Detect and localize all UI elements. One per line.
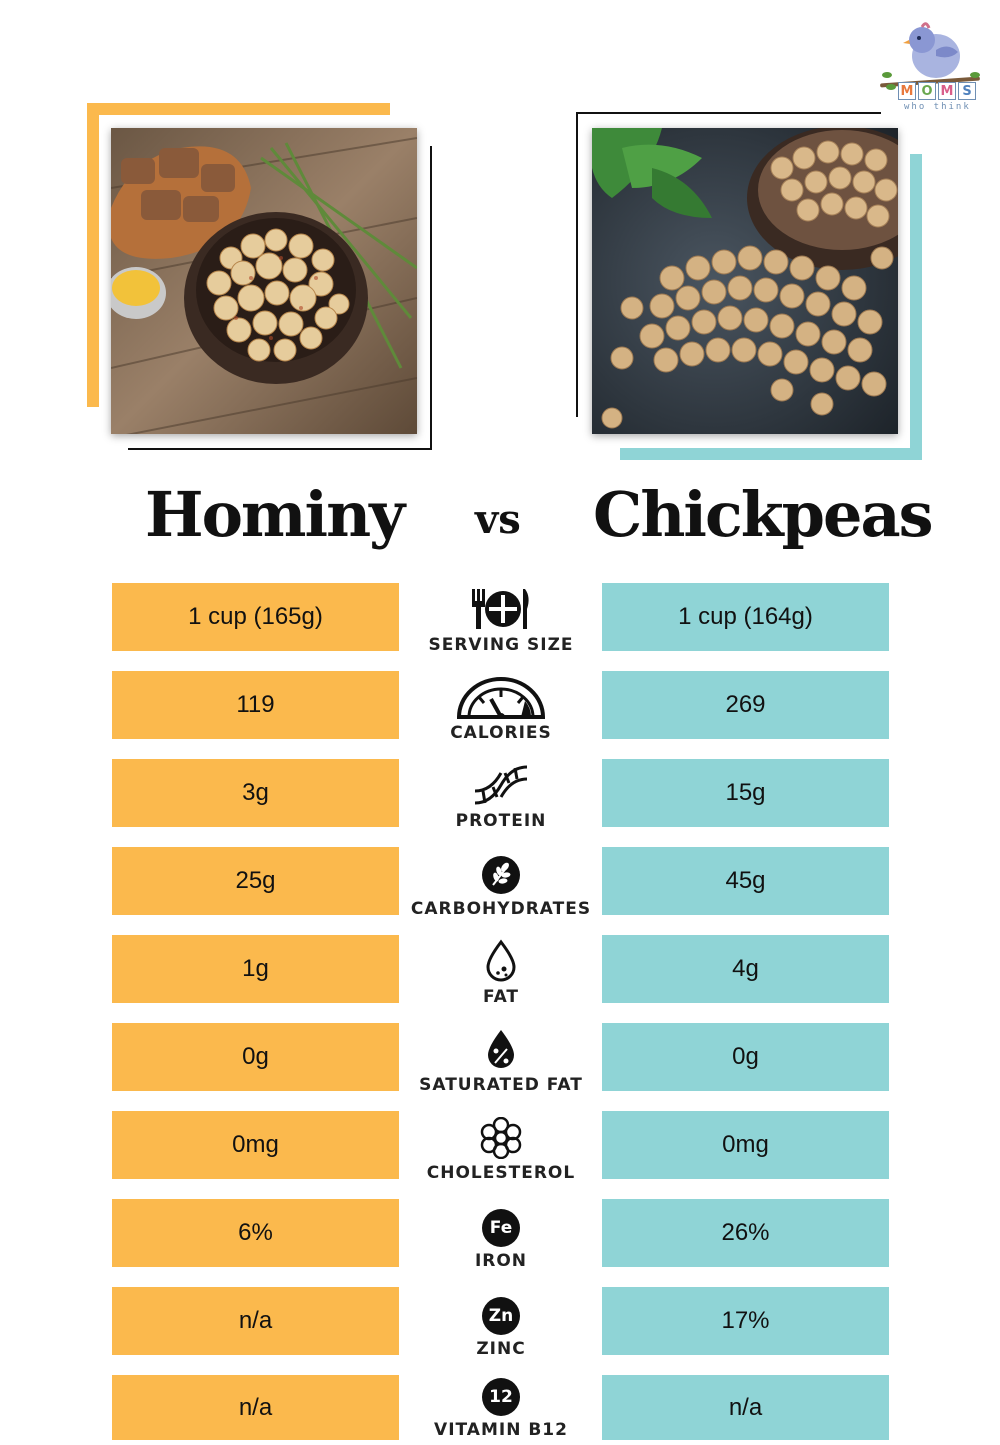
moms-who-think-logo[interactable]: M O M S who think (879, 22, 984, 114)
chickpeas-value: 4g (602, 935, 889, 1003)
chickpeas-value: 45g (602, 847, 889, 915)
nutrient-label-text: CARBOHYDRATES (410, 899, 592, 919)
nutrient-label: SATURATED FAT (400, 1023, 602, 1111)
nutrition-row-iron: 6% Fe IRON 26% (0, 1199, 1000, 1271)
hominy-value: 25g (112, 847, 399, 915)
hominy-value: 1g (112, 935, 399, 1003)
chickpeas-value: n/a (602, 1375, 889, 1440)
nutrient-label-text: SATURATED FAT (419, 1075, 583, 1095)
nutrient-label: Fe IRON (400, 1199, 602, 1287)
nutrient-label: PROTEIN (400, 759, 602, 847)
chickpeas-photo (592, 128, 898, 434)
logo-block: M (938, 82, 956, 100)
nutrition-row-protein: 3g PROTEIN 15g (0, 759, 1000, 831)
hominy-frame-outline (128, 146, 432, 450)
chickpeas-frame-outline (576, 112, 881, 417)
nutrient-label: FAT (400, 935, 602, 1023)
hominy-value: n/a (112, 1375, 399, 1440)
nutrition-row-calories: 119 CALORIES 269 (0, 671, 1000, 743)
zn-badge-icon: Zn (482, 1297, 520, 1335)
percent-drop-icon (488, 1030, 514, 1068)
nutrient-label: CHOLESTEROL (400, 1111, 602, 1199)
nutrient-label: CARBOHYDRATES (400, 847, 602, 935)
hominy-value: 0mg (112, 1111, 399, 1179)
chickpeas-value: 15g (602, 759, 889, 827)
logo-leaf (882, 72, 892, 78)
nutrient-label: SERVING SIZE (400, 583, 602, 671)
hominy-value: 0g (112, 1023, 399, 1091)
nutrient-label: CALORIES (400, 671, 602, 759)
hominy-value: 3g (112, 759, 399, 827)
chickpeas-value: 0g (602, 1023, 889, 1091)
chickpeas-value: 269 (602, 671, 889, 739)
nutrition-row-carbohydrates: 25g CARBOHYDRATES 45g (0, 847, 1000, 919)
logo-tagline: who think (904, 102, 971, 112)
nutrient-label-text: ZINC (476, 1339, 526, 1359)
versus-label: vs (475, 496, 521, 543)
nutrition-row-cholesterol: 0mg CHOLESTEROL 0mg (0, 1111, 1000, 1183)
right-food-title: Chickpeas (593, 478, 934, 551)
chickpeas-value: 17% (602, 1287, 889, 1355)
nutrient-label-text: PROTEIN (455, 811, 547, 831)
hominy-value: n/a (112, 1287, 399, 1355)
logo-leaf (970, 72, 980, 78)
hominy-frame-accent (87, 103, 390, 407)
nutrition-row-vitamin-b12: n/a 12 VITAMIN B12 n/a (0, 1375, 1000, 1445)
chickpeas-frame-accent (620, 154, 922, 460)
gauge-icon (456, 677, 546, 719)
nutrient-label-text: VITAMIN B12 (434, 1420, 568, 1440)
nutrition-row-fat: 1g FAT 4g (0, 935, 1000, 1007)
chickpeas-value: 0mg (602, 1111, 889, 1179)
nutrient-label-text: IRON (474, 1251, 528, 1271)
hominy-value: 1 cup (165g) (112, 583, 399, 651)
nutrition-row-serving-size: 1 cup (165g) SERVING SIZE 1 cup (164g) (0, 583, 1000, 655)
hominy-value: 6% (112, 1199, 399, 1267)
bird-on-branch-icon (903, 22, 960, 78)
nutrition-row-zinc: n/a Zn ZINC 17% (0, 1287, 1000, 1359)
nutrient-label-text: FAT (482, 987, 520, 1007)
logo-leaf (886, 84, 896, 90)
logo-blocks: M O M S (898, 82, 976, 100)
dna-icon (474, 765, 528, 805)
hominy-value: 119 (112, 671, 399, 739)
nutrient-label-text: SERVING SIZE (428, 635, 574, 655)
logo-block: M (898, 82, 916, 100)
fe-badge-icon: Fe (482, 1209, 520, 1247)
wheat-icon (482, 856, 520, 894)
logo-block: S (958, 82, 976, 100)
b12-badge-icon: 12 (482, 1378, 520, 1416)
nutrient-label: Zn ZINC (400, 1287, 602, 1375)
left-food-title: Hominy (145, 478, 405, 551)
nutrient-label-text: CHOLESTEROL (426, 1163, 576, 1183)
logo-block: O (918, 82, 936, 100)
plate-cutlery-icon (472, 589, 529, 629)
chickpeas-value: 1 cup (164g) (602, 583, 889, 651)
cholesterol-molecule-icon (480, 1117, 522, 1159)
chickpeas-value: 26% (602, 1199, 889, 1267)
nutrient-label-text: CALORIES (450, 723, 552, 743)
nutrition-row-saturated-fat: 0g SATURATED FAT 0g (0, 1023, 1000, 1095)
hominy-photo (111, 128, 417, 434)
nutrient-label: 12 VITAMIN B12 (400, 1375, 602, 1440)
drop-icon (486, 939, 516, 982)
